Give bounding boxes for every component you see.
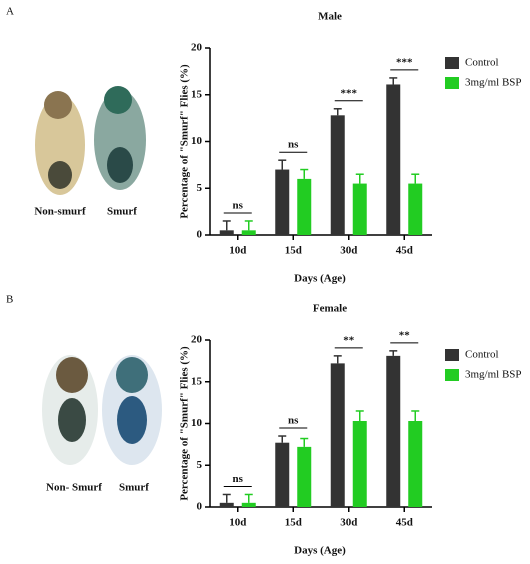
bar (408, 183, 423, 235)
bar (297, 446, 312, 507)
x-tick-label: 10d (229, 517, 246, 529)
bar (330, 363, 345, 507)
x-tick-label: 30d (340, 517, 357, 529)
chart-title: Male (318, 11, 342, 23)
y-axis-label: Percentage of "Smurf" Flies (%) (179, 64, 191, 219)
legend-swatch (445, 349, 459, 361)
photo-caption: Non-smurf (34, 206, 86, 218)
x-tick-label: 15d (285, 245, 302, 257)
bar (408, 420, 423, 507)
panel-label: A (6, 6, 14, 18)
significance-label: ns (288, 139, 299, 151)
bar (386, 355, 401, 507)
x-tick-label: 45d (396, 245, 413, 257)
photo-caption: Smurf (119, 482, 149, 494)
x-axis-label: Days (Age) (294, 273, 346, 285)
x-axis-label: Days (Age) (294, 545, 346, 557)
x-tick-label: 15d (285, 517, 302, 529)
significance-label: ns (233, 473, 244, 485)
legend-label: 3mg/ml BSP (465, 369, 522, 381)
legend-swatch (445, 57, 459, 69)
panel-label: B (6, 294, 13, 306)
bar (241, 502, 256, 507)
y-axis-label: Percentage of "Smurf" Flies (%) (179, 346, 191, 501)
legend-swatch (445, 369, 459, 381)
photo-caption: Non- Smurf (46, 482, 102, 494)
x-tick-label: 30d (340, 245, 357, 257)
bar (275, 169, 290, 235)
significance-label: ns (233, 200, 244, 212)
y-tick-label: 10 (191, 135, 203, 147)
y-tick-label: 20 (191, 42, 203, 54)
y-tick-label: 0 (197, 501, 203, 513)
y-tick-label: 20 (191, 334, 203, 346)
significance-label: *** (341, 87, 358, 99)
y-tick-label: 0 (197, 229, 203, 241)
legend-label: Control (465, 349, 499, 361)
bar (330, 115, 345, 235)
y-tick-label: 15 (191, 88, 203, 100)
bar (219, 230, 234, 235)
significance-label: ** (399, 329, 411, 341)
chart-title: Female (313, 303, 347, 315)
legend-label: 3mg/ml BSP (465, 77, 522, 89)
bar (386, 84, 401, 235)
fly-photo: Non-smurf Smurf (34, 86, 146, 218)
photo-caption: Smurf (107, 206, 137, 218)
bar (275, 442, 290, 507)
x-tick-label: 10d (229, 245, 246, 257)
y-tick-label: 5 (197, 182, 203, 194)
fly-photo: Non- Smurf Smurf (42, 355, 162, 494)
significance-label: *** (396, 56, 413, 68)
bar (241, 230, 256, 235)
significance-label: ** (343, 334, 355, 346)
bar (219, 502, 234, 507)
legend-label: Control (465, 57, 499, 69)
legend-swatch (445, 77, 459, 89)
y-tick-label: 5 (197, 459, 203, 471)
bar (352, 420, 367, 507)
bar (297, 178, 312, 235)
bar (352, 183, 367, 235)
y-tick-label: 15 (191, 375, 203, 387)
y-tick-label: 10 (191, 417, 203, 429)
x-tick-label: 45d (396, 517, 413, 529)
significance-label: ns (288, 415, 299, 427)
